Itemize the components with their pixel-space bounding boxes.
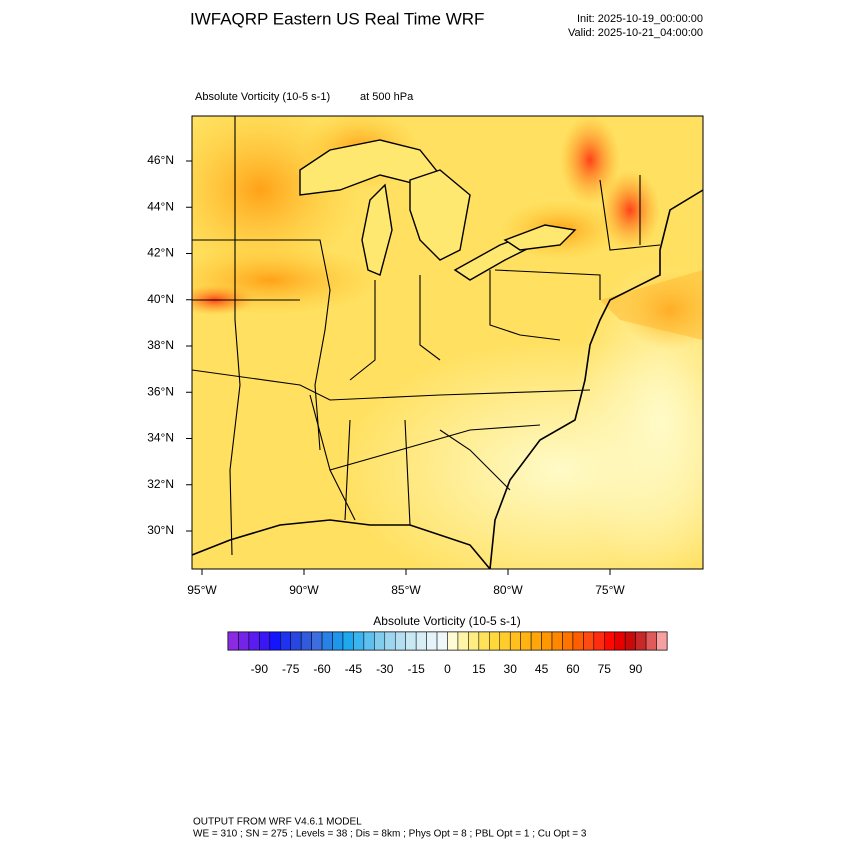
colorbar-swatch	[530, 631, 542, 651]
lat-label: 34°N	[147, 431, 174, 445]
colorbar-swatch	[342, 631, 354, 651]
colorbar-swatch	[269, 631, 281, 651]
colorbar-swatch	[363, 631, 375, 651]
colorbar-swatch	[656, 631, 668, 651]
map-field	[192, 116, 703, 569]
colorbar-swatch	[227, 631, 239, 651]
colorbar-title: Absolute Vorticity (10-5 s-1)	[373, 614, 520, 628]
colorbar-tick-label: 15	[472, 662, 486, 676]
colorbar-tick-label: 0	[444, 662, 451, 676]
colorbar-swatch	[332, 631, 344, 651]
colorbar-swatch	[645, 631, 657, 651]
map-frame	[191, 115, 704, 570]
colorbar-swatch	[353, 631, 365, 651]
colorbar-swatch	[583, 631, 595, 651]
colorbar-swatch	[478, 631, 490, 651]
init-time: Init: 2025-10-19_00:00:00	[577, 13, 703, 25]
field-level: at 500 hPa	[360, 91, 414, 103]
colorbar-swatch	[238, 631, 250, 651]
field-name: Absolute Vorticity (10-5 s-1)	[195, 91, 330, 103]
colorbar-swatch	[259, 631, 271, 651]
colorbar-tick-label: 90	[629, 662, 643, 676]
lon-label: 90°W	[289, 583, 319, 597]
colorbar-tick-label: -75	[282, 662, 300, 676]
colorbar-swatch	[551, 631, 563, 651]
colorbar-tick-label: 75	[598, 662, 612, 676]
colorbar-swatch	[593, 631, 605, 651]
colorbar-tick-label: 30	[504, 662, 518, 676]
colorbar-swatch	[541, 631, 553, 651]
footer-line: OUTPUT FROM WRF V4.6.1 MODEL	[193, 817, 362, 828]
title: IWFAQRP Eastern US Real Time WRF	[190, 9, 484, 28]
colorbar-swatch	[394, 631, 406, 651]
colorbar-swatch	[489, 631, 501, 651]
colorbar-swatch	[426, 631, 438, 651]
colorbar-tick-label: -60	[313, 662, 331, 676]
colorbar-swatch	[509, 631, 521, 651]
colorbar-swatch	[499, 631, 511, 651]
lat-label: 36°N	[147, 384, 174, 398]
colorbar-swatch	[457, 631, 469, 651]
colorbar-swatch	[635, 631, 647, 651]
lon-label: 95°W	[187, 583, 217, 597]
colorbar-swatch	[415, 631, 427, 651]
lon-label: 75°W	[595, 583, 625, 597]
colorbar-swatch	[248, 631, 260, 651]
colorbar-swatch	[374, 631, 386, 651]
footer-line: WE = 310 ; SN = 275 ; Levels = 38 ; Dis …	[193, 829, 587, 840]
lon-label: 80°W	[493, 583, 523, 597]
colorbar-swatch	[290, 631, 302, 651]
colorbar-swatch	[311, 631, 323, 651]
colorbar-swatch	[436, 631, 448, 651]
colorbar-swatch	[614, 631, 626, 651]
lat-label: 46°N	[147, 153, 174, 167]
colorbar-swatch	[280, 631, 291, 651]
lat-label: 40°N	[147, 292, 174, 306]
colorbar-tick-label: -30	[376, 662, 394, 676]
colorbar-swatch	[562, 631, 574, 651]
colorbar-swatch	[300, 631, 312, 651]
colorbar-swatch	[572, 631, 584, 651]
valid-time: Valid: 2025-10-21_04:00:00	[568, 27, 703, 39]
lat-label: 44°N	[147, 199, 174, 213]
colorbar-tick-label: -90	[251, 662, 269, 676]
colorbar-swatch	[384, 631, 396, 651]
colorbar-swatch	[468, 631, 480, 651]
lat-label: 42°N	[147, 246, 174, 260]
colorbar-swatch	[520, 631, 532, 651]
colorbar-tick-label: -45	[345, 662, 363, 676]
colorbar-swatch	[604, 631, 615, 651]
colorbar-tick-label: 45	[535, 662, 549, 676]
lat-label: 30°N	[147, 523, 174, 537]
lon-label: 85°W	[391, 583, 421, 597]
lat-label: 32°N	[147, 477, 174, 491]
colorbar-swatch	[405, 631, 417, 651]
colorbar-swatch	[624, 631, 636, 651]
colorbar-tick-label: -15	[407, 662, 425, 676]
colorbar-swatch	[321, 631, 333, 651]
colorbar-swatch	[447, 631, 459, 651]
lat-label: 38°N	[147, 338, 174, 352]
colorbar-tick-label: 60	[566, 662, 580, 676]
